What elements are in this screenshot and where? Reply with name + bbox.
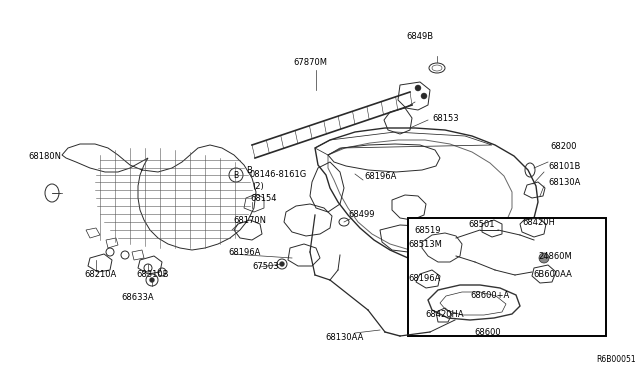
Text: 67503: 67503 — [252, 262, 278, 271]
Text: 68600: 68600 — [475, 328, 501, 337]
Text: (2): (2) — [252, 182, 264, 191]
Circle shape — [415, 85, 421, 91]
Text: 67870M: 67870M — [293, 58, 327, 67]
Text: R6B00051: R6B00051 — [596, 355, 636, 364]
Text: 68196A: 68196A — [408, 274, 440, 283]
Text: 6849B: 6849B — [406, 32, 433, 41]
Text: 68153: 68153 — [432, 114, 459, 123]
Text: 68519: 68519 — [414, 226, 440, 235]
Text: B: B — [246, 166, 252, 175]
Text: 68633A: 68633A — [122, 293, 154, 302]
Text: 68130AA: 68130AA — [326, 333, 364, 342]
Bar — [408, 218, 606, 336]
Text: 68210A: 68210A — [84, 270, 116, 279]
Text: 68196A: 68196A — [364, 172, 396, 181]
Text: 68154: 68154 — [250, 194, 276, 203]
Text: 68310B: 68310B — [136, 270, 168, 279]
Text: 08146-8161G: 08146-8161G — [250, 170, 307, 179]
Text: 68420H: 68420H — [522, 218, 555, 227]
Text: 6B600AA: 6B600AA — [533, 270, 572, 279]
Text: 68196A: 68196A — [228, 248, 260, 257]
Circle shape — [421, 93, 427, 99]
Text: 68600+A: 68600+A — [470, 291, 509, 300]
Circle shape — [280, 262, 285, 266]
Circle shape — [150, 278, 154, 282]
Text: 68501: 68501 — [468, 220, 495, 229]
Text: 68499: 68499 — [348, 210, 374, 219]
Text: 68200: 68200 — [550, 142, 577, 151]
Text: 68101B: 68101B — [548, 162, 580, 171]
Text: 68170N: 68170N — [233, 216, 266, 225]
Text: 68513M: 68513M — [408, 240, 442, 249]
Text: B: B — [234, 170, 239, 180]
Text: 68420HA: 68420HA — [425, 310, 463, 319]
Circle shape — [539, 253, 549, 263]
Text: 68180N: 68180N — [28, 152, 61, 161]
Text: 24860M: 24860M — [538, 252, 572, 261]
Text: 68130A: 68130A — [548, 178, 580, 187]
